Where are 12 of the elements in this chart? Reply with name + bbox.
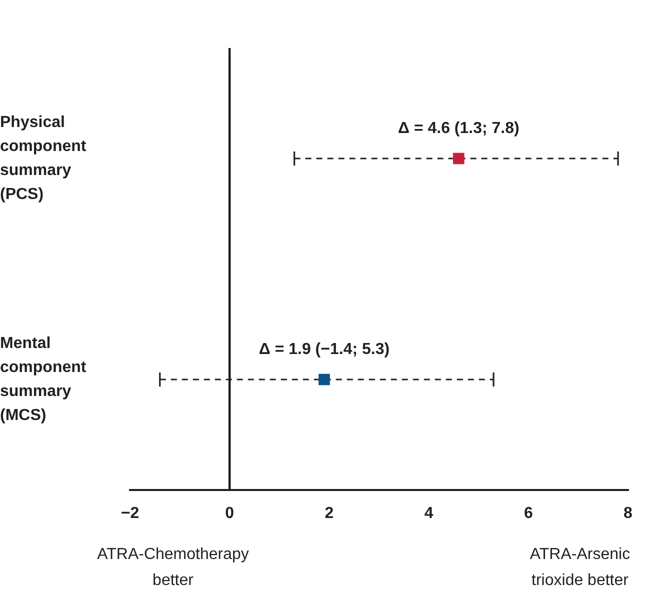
text: ATRA-Arsenic trioxide better [530,546,630,589]
y-tick-label: Mental component summary (MCS) [0,334,87,424]
x-tick-label: 0 [225,505,234,522]
x-tick-label: 4 [424,505,434,522]
data-label: Δ = 1.9 (−1.4; 5.3) [258,340,390,358]
text: ATRA-Chemotherapy better [97,546,249,589]
x-tick-label: 8 [624,505,633,522]
x-tick-label: −2 [120,505,140,522]
data-label: Δ = 4.6 (1.3; 7.8) [398,120,520,137]
y-tick-label: Physical component summary (PCS) [0,114,87,203]
x-tick-label: 6 [524,505,533,522]
x-tick-label: 2 [324,505,334,522]
